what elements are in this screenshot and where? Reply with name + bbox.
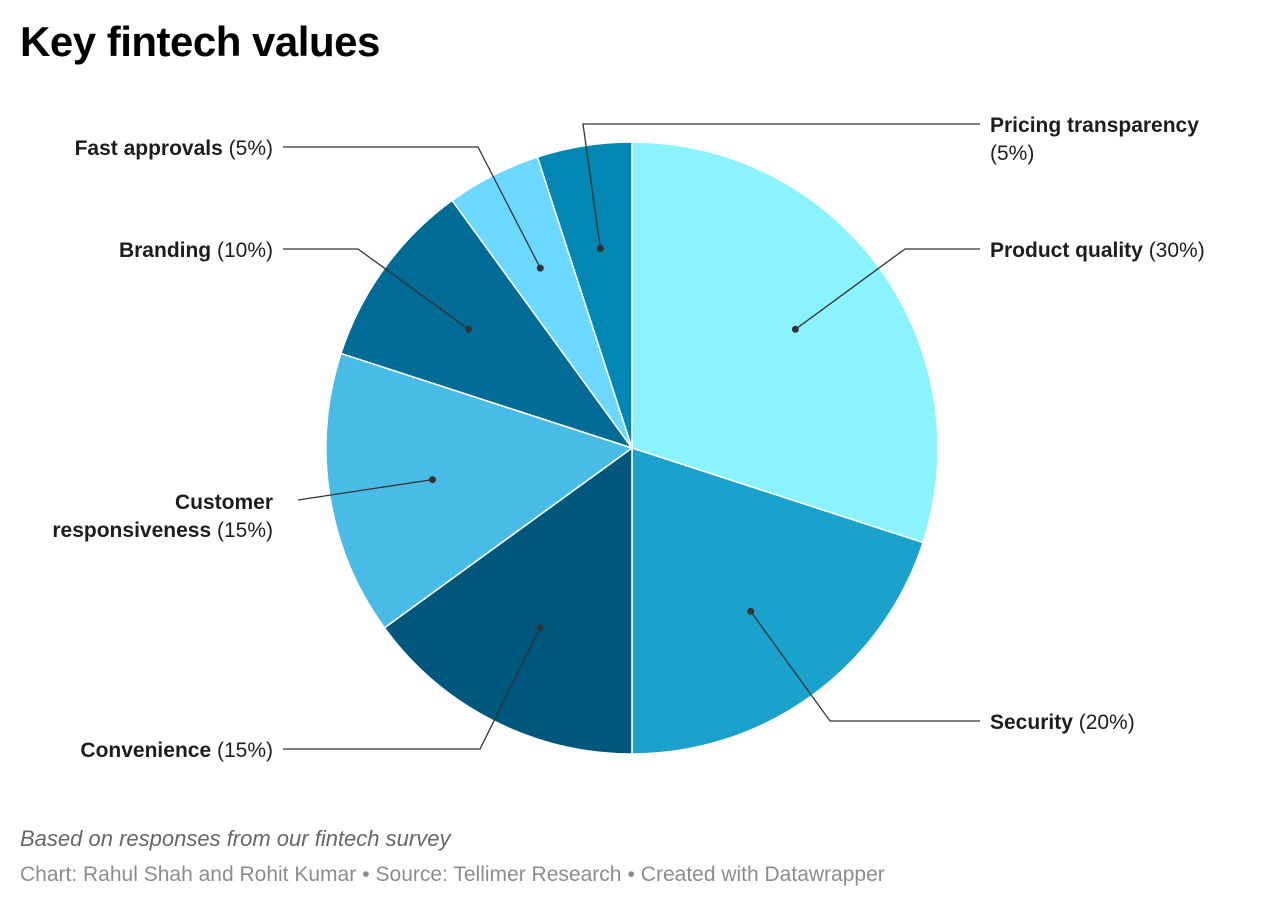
chart-title: Key fintech values [20, 18, 380, 65]
slice-percent: (30%) [1143, 239, 1205, 262]
slice-name: Fast approvals [75, 137, 223, 160]
leader-line-customer-responsiveness [297, 478, 433, 501]
slice-label-convenience: Convenience (15%) [80, 739, 273, 762]
leader-line-product-quality [795, 248, 980, 330]
leader-dot-convenience [536, 624, 544, 632]
leader-dot-pricing-transparency [596, 245, 604, 252]
leader-dot-product-quality [791, 325, 799, 333]
slice-name: Pricing transparency [990, 114, 1199, 137]
chart-notes: Based on responses from our fintech surv… [20, 826, 451, 851]
slice-percent: (10%) [211, 239, 273, 262]
credit-tool: Created with Datawrapper [640, 863, 885, 886]
slice-name: responsiveness [52, 519, 211, 542]
credit-separator: • [362, 863, 370, 886]
leader-line-convenience [283, 627, 541, 750]
slice-percent: (5%) [223, 137, 273, 160]
leader-dot-branding [465, 325, 473, 333]
leader-line-pricing-transparency [582, 123, 980, 249]
leader-line-security [750, 611, 980, 722]
slice-label-customer-responsiveness: Customer responsiveness (15%) [52, 491, 273, 542]
leader-dot-security [747, 607, 755, 615]
slice-name: Convenience [80, 739, 211, 762]
slice-label-pricing-transparency: Pricing transparency (5%) [990, 114, 1199, 165]
slice-name: Product quality [990, 239, 1143, 262]
pie-slice-convenience [383, 446, 633, 755]
slice-label-security: Security (20%) [990, 711, 1135, 734]
credit-chart: Chart: Rahul Shah and Rohit Kumar [20, 863, 357, 886]
slice-label-fast-approvals: Fast approvals (5%) [75, 137, 273, 160]
slice-name: Customer [175, 491, 273, 514]
slice-name: Security [990, 711, 1073, 734]
slice-percent: (5%) [990, 142, 1034, 165]
credit-separator: • [627, 863, 635, 886]
credit-source: Source: Tellimer Research [375, 863, 622, 886]
slice-label-branding: Branding (10%) [119, 239, 273, 262]
leader-dot-customer-responsiveness [429, 476, 436, 484]
pie-slice-pricing-transparency [536, 141, 633, 449]
leader-dot-fast-approvals [536, 264, 544, 272]
leader-line-fast-approvals [283, 146, 541, 269]
slice-percent: (15%) [211, 519, 273, 542]
slice-percent: (20%) [1073, 711, 1135, 734]
slice-name: Branding [119, 239, 211, 262]
chart-byline: Chart: Rahul Shah and Rohit Kumar • Source… [20, 863, 885, 887]
slice-percent: (15%) [211, 739, 273, 762]
slice-label-product-quality: Product quality (30%) [990, 239, 1205, 262]
pie-slice-customer-responsiveness [325, 352, 634, 629]
leader-line-branding [283, 248, 469, 330]
